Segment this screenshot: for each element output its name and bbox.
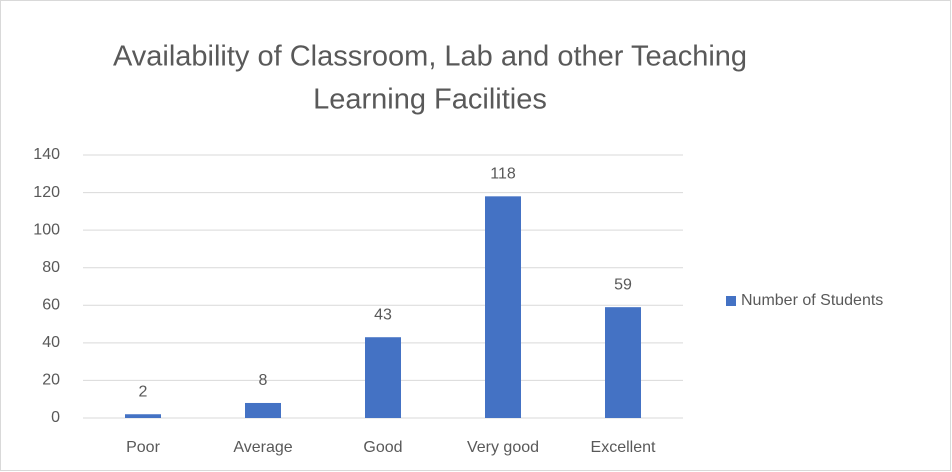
x-tick-label: Good (363, 439, 402, 456)
x-tick-label: Excellent (591, 439, 656, 456)
bar (485, 196, 521, 418)
y-tick-label: 120 (33, 184, 60, 201)
data-label: 59 (614, 276, 632, 293)
y-tick-label: 140 (33, 146, 60, 163)
x-tick-label: Very good (467, 439, 539, 456)
bar (605, 307, 641, 418)
x-tick-label: Poor (126, 439, 160, 456)
bar (125, 414, 161, 418)
y-tick-label: 80 (42, 259, 60, 276)
y-tick-label: 0 (51, 409, 60, 426)
data-label: 2 (139, 383, 148, 400)
legend-label: Number of Students (741, 292, 883, 309)
legend-swatch (726, 296, 736, 306)
y-tick-label: 40 (42, 334, 60, 351)
y-tick-label: 100 (33, 221, 60, 238)
y-tick-label: 20 (42, 372, 60, 389)
bar (365, 337, 401, 418)
bar (245, 402, 281, 418)
data-label: 118 (490, 166, 516, 183)
chart-title: Availability of Classroom, Lab and other… (113, 41, 747, 73)
y-tick-label: 60 (42, 297, 60, 314)
chart-title: Learning Facilities (313, 84, 547, 116)
data-label: 43 (374, 306, 392, 323)
x-tick-label: Average (233, 439, 292, 456)
data-label: 8 (259, 372, 268, 389)
